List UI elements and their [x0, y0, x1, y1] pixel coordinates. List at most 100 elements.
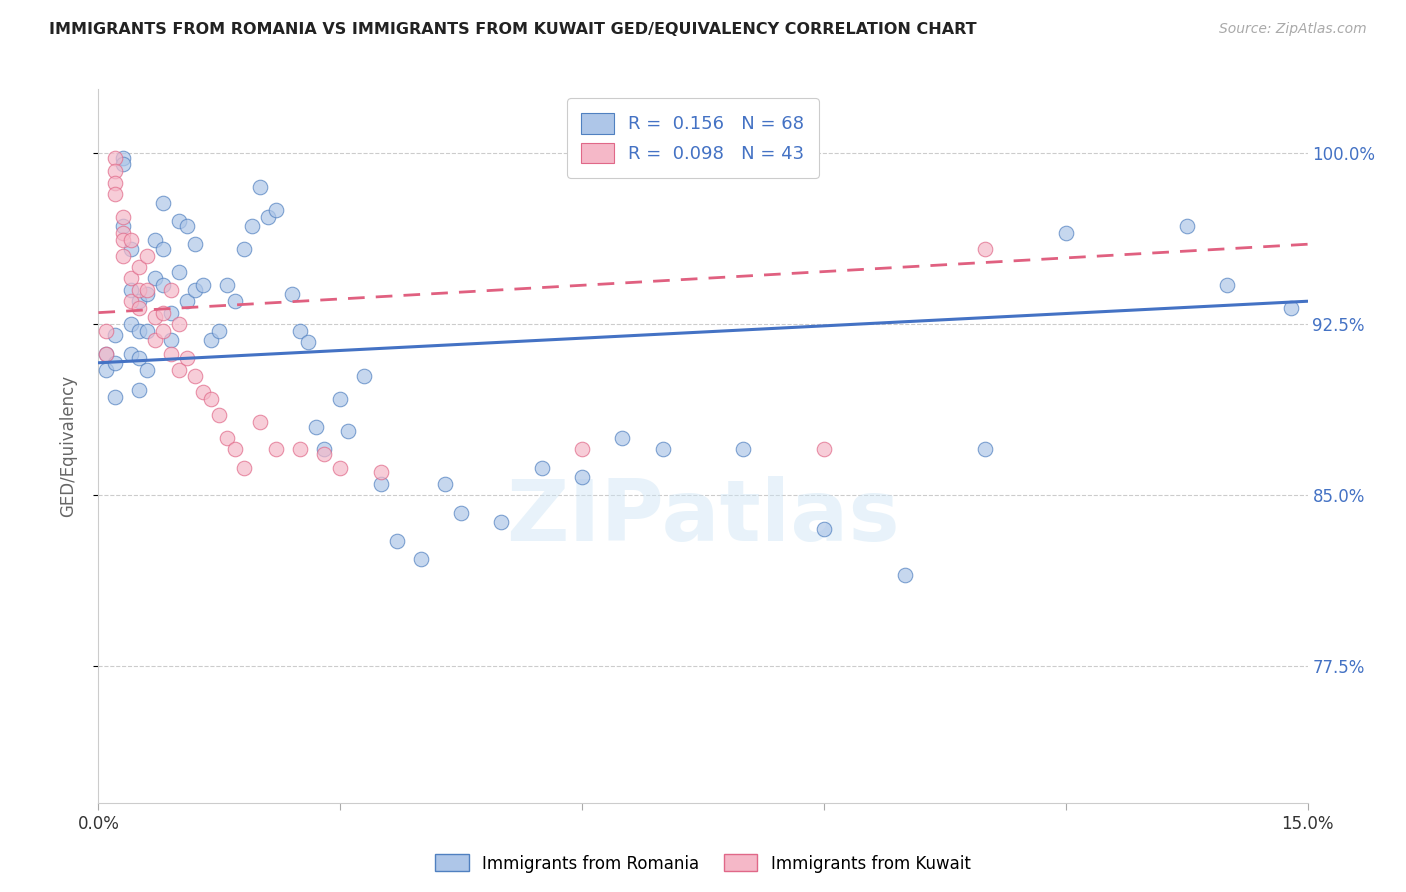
Point	[96, 346, 118, 360]
Point	[120, 233, 142, 247]
Point	[111, 210, 134, 224]
Point	[120, 283, 142, 297]
Point	[120, 242, 142, 256]
Point	[264, 202, 287, 217]
Legend: R =  0.156   N = 68, R =  0.098   N = 43: R = 0.156 N = 68, R = 0.098 N = 43	[567, 98, 818, 178]
Point	[329, 460, 352, 475]
Point	[224, 442, 246, 457]
Point	[297, 335, 319, 350]
Point	[120, 271, 142, 285]
Text: IMMIGRANTS FROM ROMANIA VS IMMIGRANTS FROM KUWAIT GED/EQUIVALENCY CORRELATION CH: IMMIGRANTS FROM ROMANIA VS IMMIGRANTS FR…	[49, 22, 977, 37]
Point	[96, 324, 118, 338]
Point	[974, 442, 997, 457]
Point	[167, 214, 190, 228]
Point	[224, 294, 246, 309]
Point	[128, 301, 150, 315]
Point	[152, 242, 174, 256]
Point	[571, 470, 593, 484]
Point	[249, 415, 271, 429]
Point	[143, 233, 166, 247]
Point	[530, 460, 553, 475]
Point	[143, 333, 166, 347]
Point	[256, 210, 278, 224]
Point	[128, 383, 150, 397]
Point	[281, 287, 304, 301]
Point	[120, 346, 142, 360]
Point	[103, 328, 125, 343]
Point	[152, 196, 174, 211]
Point	[103, 151, 125, 165]
Point	[160, 333, 183, 347]
Point	[651, 442, 673, 457]
Point	[135, 249, 157, 263]
Point	[96, 346, 118, 360]
Point	[111, 249, 134, 263]
Point	[176, 294, 198, 309]
Point	[314, 442, 336, 457]
Point	[128, 294, 150, 309]
Point	[128, 324, 150, 338]
Point	[353, 369, 375, 384]
Point	[1175, 219, 1198, 233]
Point	[974, 242, 997, 256]
Point	[264, 442, 287, 457]
Point	[612, 431, 634, 445]
Point	[491, 516, 513, 530]
Point	[217, 278, 239, 293]
Point	[184, 369, 207, 384]
Point	[232, 242, 254, 256]
Point	[193, 278, 215, 293]
Point	[103, 164, 125, 178]
Point	[152, 278, 174, 293]
Point	[96, 362, 118, 376]
Point	[135, 324, 157, 338]
Point	[111, 157, 134, 171]
Point	[1216, 278, 1239, 293]
Point	[385, 533, 408, 548]
Point	[200, 392, 222, 407]
Point	[176, 219, 198, 233]
Point	[288, 324, 311, 338]
Point	[135, 362, 157, 376]
Point	[176, 351, 198, 366]
Point	[184, 237, 207, 252]
Point	[111, 226, 134, 240]
Point	[733, 442, 755, 457]
Point	[288, 442, 311, 457]
Point	[1054, 226, 1077, 240]
Point	[193, 385, 215, 400]
Point	[434, 476, 457, 491]
Point	[128, 351, 150, 366]
Point	[160, 305, 183, 319]
Point	[103, 187, 125, 202]
Point	[337, 424, 360, 438]
Point	[450, 506, 472, 520]
Point	[893, 567, 915, 582]
Point	[208, 408, 231, 422]
Point	[571, 442, 593, 457]
Legend: Immigrants from Romania, Immigrants from Kuwait: Immigrants from Romania, Immigrants from…	[429, 847, 977, 880]
Point	[240, 219, 263, 233]
Point	[329, 392, 352, 407]
Point	[135, 283, 157, 297]
Point	[111, 233, 134, 247]
Point	[200, 333, 222, 347]
Point	[103, 356, 125, 370]
Text: ZIPatlas: ZIPatlas	[506, 475, 900, 559]
Point	[813, 442, 835, 457]
Point	[1281, 301, 1303, 315]
Text: Source: ZipAtlas.com: Source: ZipAtlas.com	[1219, 22, 1367, 37]
Point	[143, 310, 166, 325]
Point	[160, 346, 183, 360]
Point	[120, 294, 142, 309]
Point	[128, 260, 150, 274]
Point	[249, 180, 271, 194]
Point	[111, 151, 134, 165]
Point	[111, 219, 134, 233]
Point	[135, 287, 157, 301]
Point	[120, 317, 142, 331]
Point	[167, 264, 190, 278]
Point	[167, 317, 190, 331]
Point	[314, 447, 336, 461]
Point	[128, 283, 150, 297]
